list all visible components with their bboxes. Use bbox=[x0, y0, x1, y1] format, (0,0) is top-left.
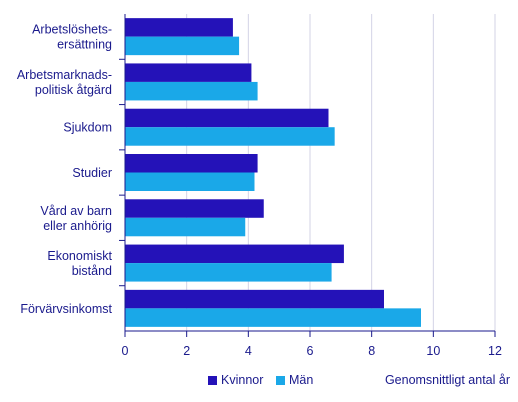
legend-swatch-kvinnor bbox=[208, 376, 217, 385]
x-tick-label: 10 bbox=[426, 344, 440, 358]
bar-kvinnor-2 bbox=[125, 108, 329, 128]
x-tick-label: 0 bbox=[122, 344, 129, 358]
bar-kvinnor-5 bbox=[125, 244, 344, 264]
category-label: Förvärvsinkomst bbox=[20, 302, 112, 316]
bar-kvinnor-6 bbox=[125, 289, 384, 309]
category-label: ersättning bbox=[57, 38, 112, 52]
x-tick-label: 2 bbox=[183, 344, 190, 358]
category-label: bistånd bbox=[72, 264, 112, 278]
category-label: Arbetslöshets- bbox=[32, 23, 112, 37]
bar-män-6 bbox=[125, 308, 421, 327]
tick-labels: 0 2 4 6 8 10 12 bbox=[122, 344, 502, 358]
category-label: Vård av barn bbox=[40, 204, 112, 218]
category-label: Studier bbox=[72, 166, 112, 180]
x-tick-label: 12 bbox=[488, 344, 502, 358]
unit-label: Genomsnittligt antal år bbox=[385, 373, 510, 387]
legend-label-kvinnor: Kvinnor bbox=[221, 373, 263, 387]
category-label: politisk åtgärd bbox=[35, 83, 112, 97]
bar-män-4 bbox=[125, 217, 246, 237]
bar-män-2 bbox=[125, 127, 335, 146]
bar-kvinnor-3 bbox=[125, 154, 258, 173]
legend-swatch-män bbox=[276, 376, 285, 385]
x-tick-label: 4 bbox=[245, 344, 252, 358]
category-label: Sjukdom bbox=[63, 121, 112, 135]
bar-män-0 bbox=[125, 36, 240, 56]
category-label: eller anhörig bbox=[43, 219, 112, 233]
category-label: Ekonomiskt bbox=[47, 249, 112, 263]
axis bbox=[124, 14, 496, 337]
legend-label-män: Män bbox=[289, 373, 313, 387]
bars bbox=[125, 18, 421, 327]
category-label: Arbetsmarknads- bbox=[17, 68, 112, 82]
bar-män-5 bbox=[125, 263, 332, 282]
category-labels: Arbetslöshets-ersättning Arbetsmarknads-p… bbox=[17, 23, 113, 316]
legend: Kvinnor Män bbox=[208, 373, 313, 387]
bar-kvinnor-1 bbox=[125, 63, 252, 82]
bar-män-1 bbox=[125, 81, 258, 101]
bar-män-3 bbox=[125, 172, 255, 191]
bar-kvinnor-0 bbox=[125, 18, 233, 37]
x-tick-label: 6 bbox=[307, 344, 314, 358]
bar-kvinnor-4 bbox=[125, 199, 264, 218]
x-tick-label: 8 bbox=[368, 344, 375, 358]
